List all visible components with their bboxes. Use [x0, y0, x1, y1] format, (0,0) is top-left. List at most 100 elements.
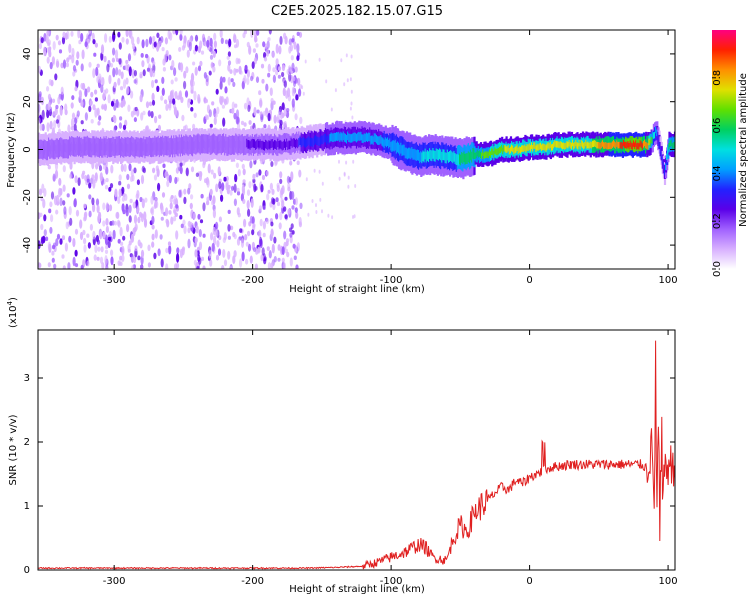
ridge-cell — [209, 138, 212, 148]
ridge-cell — [596, 141, 599, 149]
noise-cell — [353, 214, 356, 219]
noise-cell — [270, 161, 274, 167]
noise-cell — [52, 111, 56, 116]
noise-cell — [56, 233, 61, 240]
noise-cell — [86, 233, 90, 238]
noise-cell — [77, 30, 81, 39]
ridge-cell — [225, 141, 228, 150]
noise-cell — [67, 262, 71, 269]
noise-cell — [152, 70, 156, 78]
noise-cell — [206, 178, 210, 188]
noise-cell — [265, 218, 269, 225]
noise-cell — [243, 122, 247, 127]
noise-cell — [174, 91, 178, 100]
noise-cell — [128, 215, 132, 223]
noise-cell — [240, 238, 245, 248]
noise-cell — [153, 252, 157, 260]
noise-cell — [97, 215, 101, 223]
noise-cell — [38, 188, 43, 196]
noise-cell — [267, 72, 271, 78]
noise-cell — [70, 31, 74, 37]
noise-cell — [104, 255, 108, 265]
y-tick-label: 2 — [24, 437, 30, 448]
noise-cell — [265, 170, 269, 176]
noise-cell — [145, 38, 149, 48]
ridge-cell — [645, 141, 648, 149]
noise-cell — [212, 50, 216, 58]
noise-cell — [165, 207, 169, 217]
ridge-cell — [639, 140, 642, 147]
noise-cell — [170, 79, 174, 85]
ridge-cell — [235, 141, 238, 150]
noise-cell — [232, 255, 236, 264]
noise-cell — [115, 67, 119, 76]
noise-cell — [275, 197, 279, 203]
noise-cell — [88, 61, 92, 68]
ridge-cell — [557, 141, 560, 148]
noise-cell — [107, 94, 111, 104]
noise-cell — [169, 202, 173, 210]
ridge-cell — [157, 142, 160, 152]
ridge-cell — [96, 143, 99, 152]
noise-cell — [68, 43, 72, 54]
noise-cell — [220, 194, 224, 202]
noise-cell — [88, 194, 92, 200]
noise-cell — [62, 265, 66, 269]
noise-cell — [165, 50, 169, 57]
noise-cell — [159, 234, 163, 240]
noise-cell — [150, 195, 154, 205]
noise-cell — [80, 63, 84, 72]
noise-cell — [99, 230, 103, 240]
noise-cell — [345, 160, 348, 165]
noise-cell — [38, 103, 41, 113]
ridge-cell — [194, 141, 197, 150]
noise-cell — [352, 215, 354, 219]
noise-cell — [319, 197, 322, 202]
noise-cell — [268, 250, 272, 259]
noise-cell — [347, 184, 350, 189]
noise-cell — [158, 114, 162, 119]
noise-cell — [227, 76, 231, 86]
noise-cell — [83, 244, 87, 253]
noise-cell — [151, 241, 155, 248]
ridge-cell — [229, 138, 232, 148]
noise-cell — [246, 77, 250, 86]
noise-cell — [211, 200, 215, 206]
ridge-cell — [91, 143, 94, 153]
noise-cell — [155, 165, 159, 172]
noise-cell — [72, 65, 77, 72]
noise-cell — [104, 33, 108, 43]
noise-cell — [282, 87, 286, 97]
ridge-cell — [568, 140, 571, 147]
ridge-cell — [214, 140, 217, 149]
noise-cell — [147, 110, 151, 117]
noise-cell — [64, 109, 68, 116]
noise-cell — [153, 204, 157, 209]
noise-cell — [118, 42, 122, 50]
noise-cell — [294, 207, 298, 214]
y-tick-label: 20 — [22, 95, 33, 108]
noise-cell — [275, 64, 279, 70]
ridge-cell — [614, 141, 617, 148]
noise-cell — [81, 49, 85, 60]
noise-cell — [141, 60, 145, 68]
noise-cell — [277, 66, 282, 71]
noise-cell — [261, 174, 266, 181]
noise-cell — [286, 108, 290, 113]
ridge-cell — [655, 126, 658, 141]
ridge-cell — [122, 143, 125, 152]
noise-cell — [183, 225, 187, 235]
noise-cell — [214, 229, 218, 238]
ridge-cell — [71, 142, 74, 151]
noise-cell — [346, 78, 349, 83]
snr-y-label: SNR (10 * v/v) — [8, 414, 19, 485]
noise-cell — [142, 167, 146, 174]
colorbar-tick-label: 0.6 — [712, 118, 723, 134]
noise-cell — [181, 114, 185, 122]
noise-cell — [168, 244, 172, 255]
noise-cell — [199, 219, 204, 224]
noise-cell — [291, 86, 295, 97]
noise-cell — [120, 71, 124, 80]
noise-cell — [154, 229, 158, 239]
ridge-cell — [163, 142, 166, 152]
